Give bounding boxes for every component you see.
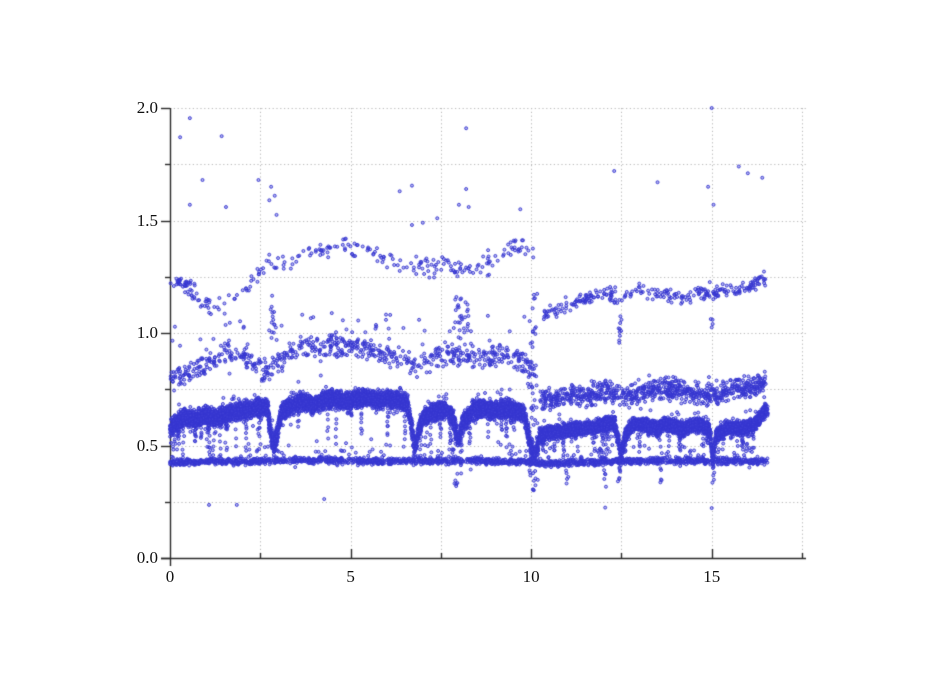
y-tick-label: 0.5	[136, 435, 158, 455]
y-tick-label: 1.5	[136, 210, 158, 230]
y-tick-label: 2.0	[136, 98, 158, 117]
x-tick-label: 10	[522, 567, 540, 586]
x-tick-label: 0	[165, 567, 175, 586]
y-tick-label: 1.0	[136, 323, 158, 342]
x-tick-label: 15	[703, 567, 721, 586]
x-tick-label: 5	[346, 567, 355, 586]
y-tick-label: 0.0	[136, 548, 158, 567]
